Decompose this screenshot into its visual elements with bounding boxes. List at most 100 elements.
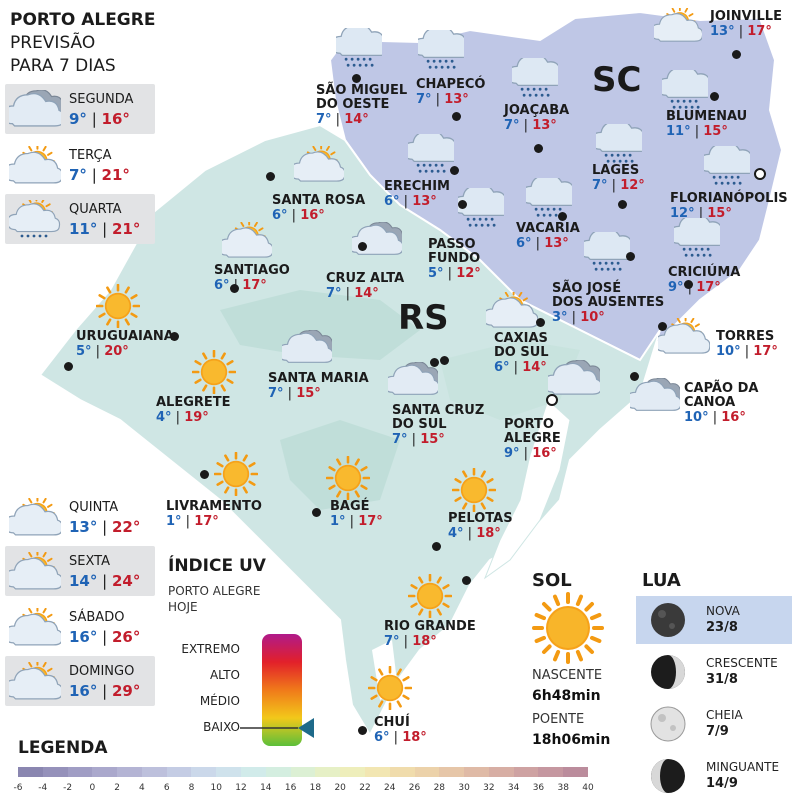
rain-icon <box>656 66 716 110</box>
city-label: FLORIANÓPOLIS 12° | 15° <box>670 192 788 222</box>
max-temp: 14° <box>344 112 369 127</box>
moon-phase-2: CHEIA 7/9 <box>636 700 792 748</box>
max-temp: 13° <box>444 92 469 107</box>
city-marker <box>358 242 367 251</box>
city-marker <box>352 74 361 83</box>
temperature-color-scale <box>18 767 588 777</box>
city-label: BAGÉ 1° | 17° <box>330 500 383 530</box>
min-temp: 16° <box>69 628 98 646</box>
city-temperatures: 5° | 12° <box>428 266 481 281</box>
scale-swatch <box>166 767 192 777</box>
city-name: RIO GRANDE <box>384 619 476 634</box>
scale-swatch <box>464 767 489 777</box>
city-temperatures: 11° | 15° <box>666 124 747 139</box>
city-marker <box>630 372 639 381</box>
lagoa-dos-patos <box>483 399 571 580</box>
city-temperatures: 7° | 15° <box>392 432 484 447</box>
min-temp: 7° <box>504 118 520 133</box>
city-label: URUGUAIANA 5° | 20° <box>76 330 174 360</box>
max-temp: 16° <box>532 446 557 461</box>
max-temp: 14° <box>354 286 379 301</box>
city-temperatures: 10° | 17° <box>716 344 778 359</box>
temp-separator: | <box>694 206 708 221</box>
max-temp: 21° <box>101 166 130 184</box>
city-name: CAXIAS DO SUL <box>494 331 549 360</box>
temp-separator: | <box>171 410 185 425</box>
sunrise-label: NASCENTE <box>532 668 603 683</box>
city-label: CAPÃO DA CANOA 10° | 16° <box>684 382 758 426</box>
scale-swatch <box>67 767 93 777</box>
scale-swatch <box>117 767 142 777</box>
sun-icon <box>367 665 413 711</box>
scale-tick-label: 8 <box>188 783 195 793</box>
first-quarter-moon-icon <box>651 655 685 689</box>
temp-separator: | <box>345 514 359 529</box>
state-label-sc: SC <box>592 60 642 100</box>
temp-separator: | <box>734 24 748 39</box>
city-label: LAGES 7° | 12° <box>592 163 645 194</box>
city-name: CHAPECÓ <box>416 77 486 92</box>
temp-separator: | <box>389 730 403 745</box>
city-temperatures: 9° | 16° <box>504 446 561 461</box>
city-label: BLUMENAU 11° | 15° <box>666 110 747 140</box>
scale-tick-label: -2 <box>63 783 73 793</box>
temp-separator: | <box>531 236 545 251</box>
city-marker <box>536 318 545 327</box>
scale-tick-label: 14 <box>260 783 272 793</box>
moon-phase-name: MINGUANTE <box>706 760 780 774</box>
scale-tick-label: 12 <box>235 783 247 793</box>
city-label: SÃO JOSÉ DOS AUSENTES 3° | 10° <box>552 281 665 326</box>
city-label: PASSO FUNDO 5° | 12° <box>428 238 481 282</box>
min-temp: 6° <box>272 208 288 223</box>
city-temperatures: 7° | 13° <box>416 92 485 107</box>
day-temperatures: 13° | 22° <box>69 518 140 536</box>
scale-swatch <box>563 767 588 777</box>
scale-tick-label: 32 <box>483 783 495 793</box>
city-name: CHUÍ <box>374 715 410 730</box>
city-name: TORRES <box>716 329 775 344</box>
min-temp: 7° <box>69 166 87 184</box>
sun-icon <box>451 467 497 513</box>
city-marker <box>710 92 719 101</box>
min-temp: 1° <box>166 514 182 529</box>
min-temp: 9° <box>504 446 520 461</box>
scale-swatch <box>538 767 564 777</box>
scale-swatch <box>141 767 167 777</box>
max-temp: 18° <box>412 634 437 649</box>
city-marker-ring <box>754 168 766 180</box>
city-label: ALEGRETE 4° | 19° <box>156 395 231 426</box>
city-marker <box>684 280 693 289</box>
city-name: ERECHIM <box>384 179 450 194</box>
min-temp: 6° <box>516 236 532 251</box>
temp-separator: | <box>607 178 621 193</box>
day-forecast-0: SEGUNDA 9° | 16° <box>2 84 155 134</box>
max-temp: 16° <box>721 410 746 425</box>
city-name: SÃO JOSÉ DOS AUSENTES <box>552 281 665 310</box>
city-name: LAGES <box>592 163 640 178</box>
scale-swatch <box>290 767 316 777</box>
city-marker <box>534 144 543 153</box>
temperature-scale-ticks: -6 -4 -2 0 2 4 6 8 10 12 14 16 18 20 22 24 26 28 30 32 34 36 3… <box>14 783 594 797</box>
uv-pointer-icon <box>298 718 314 738</box>
scale-tick-label: 6 <box>163 783 170 793</box>
uv-level-medio: MÉDIO <box>199 694 240 708</box>
temp-separator: | <box>399 634 413 649</box>
city-temperatures: 13° | 17° <box>710 24 782 39</box>
partly-cloudy-icon <box>289 143 346 184</box>
temp-separator: | <box>97 628 112 646</box>
temp-separator: | <box>567 310 581 325</box>
full-moon-icon <box>650 706 686 742</box>
scale-swatch <box>42 767 68 777</box>
city-temperatures: 9° | 17° <box>668 280 740 295</box>
city-name: ALEGRETE <box>156 395 231 410</box>
partly-cloudy-icon <box>4 143 64 186</box>
max-temp: 17° <box>242 278 267 293</box>
max-temp: 14° <box>522 360 547 375</box>
max-temp: 13° <box>412 194 437 209</box>
city-marker <box>170 332 179 341</box>
city-marker <box>732 50 741 59</box>
max-temp: 10° <box>580 310 605 325</box>
uv-level-extremo: EXTREMO <box>181 642 240 656</box>
min-temp: 13° <box>710 24 735 39</box>
